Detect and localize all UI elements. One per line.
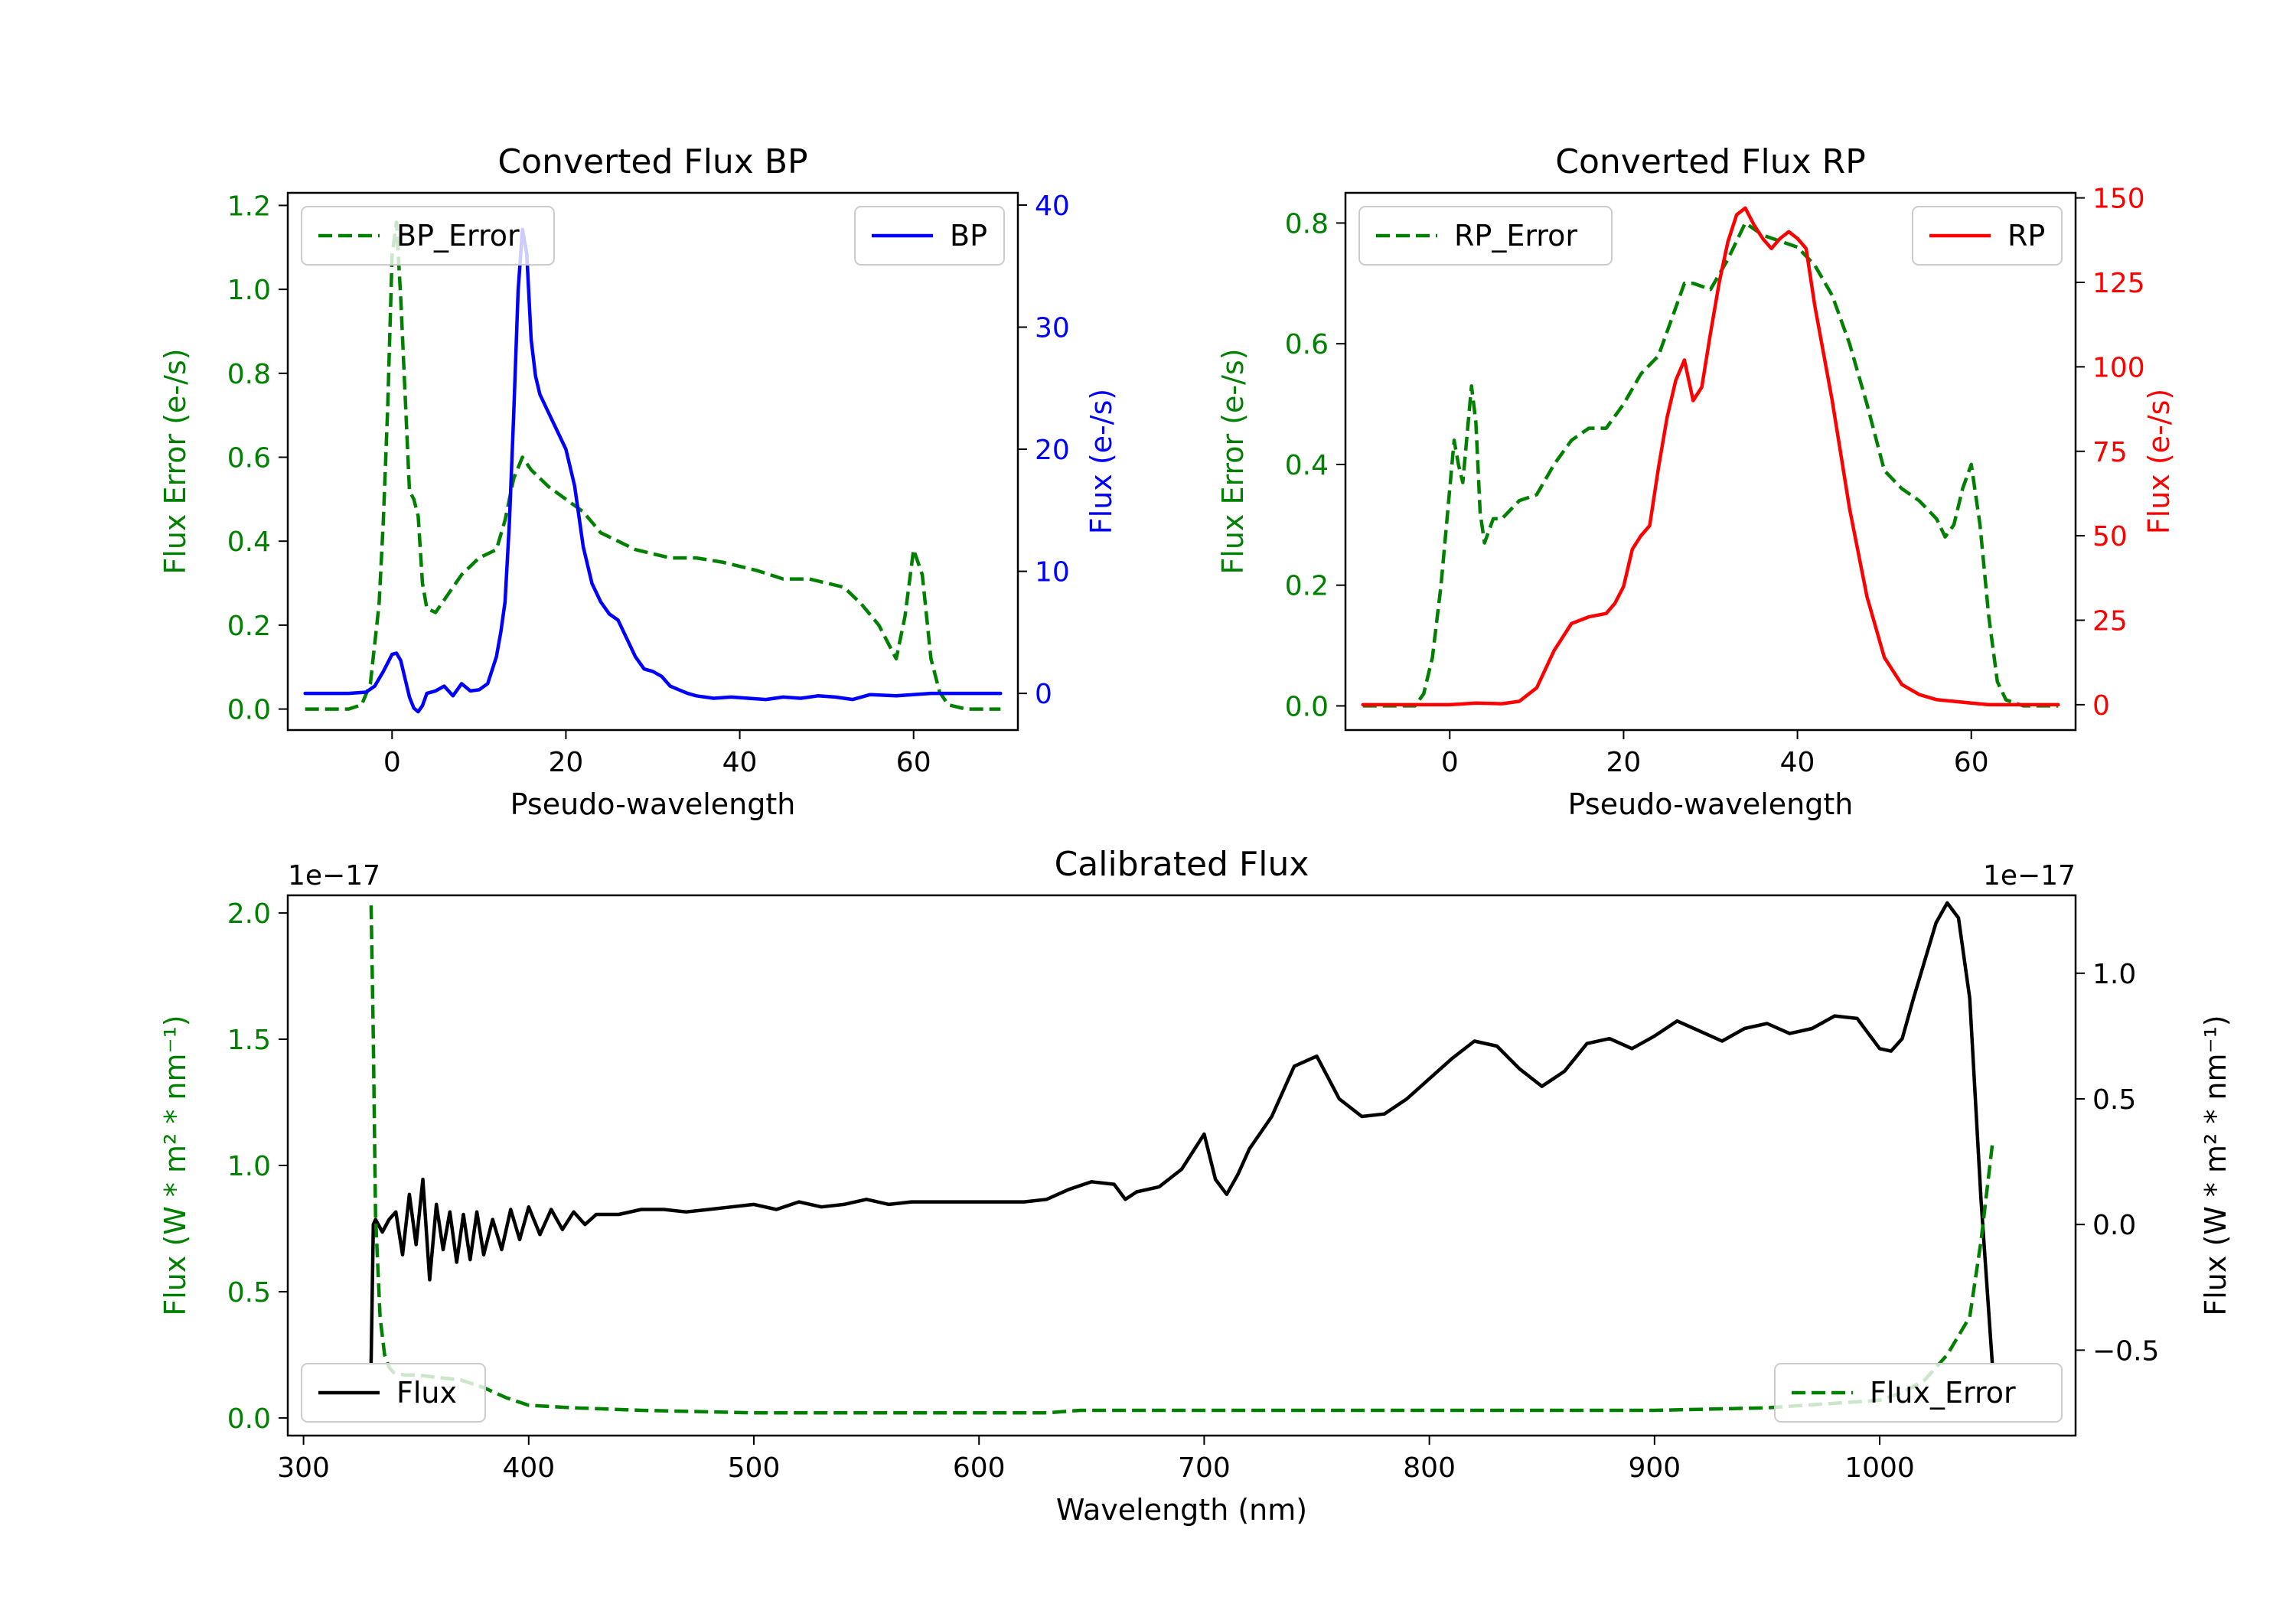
rp-x-axis-label: Pseudo-wavelength [1568,787,1854,821]
bp-series-bp-error-line [305,220,1001,711]
rp-chart: Converted Flux RP 0 20 40 60 Pseudo-wavelengt… [1216,142,2176,821]
bp-left-tick-label: 0.4 [227,526,271,558]
bp-legend-bp: BP [854,206,1005,266]
rp-series-rp-line [1361,206,2060,707]
bp-left-tick-label: 0.6 [227,443,271,474]
calibrated-legend-flux: Flux [301,1363,486,1423]
calibrated-x-tick-label: 600 [953,1452,1006,1484]
legend-box [1774,1363,2063,1423]
bp-title: Converted Flux BP [497,142,807,181]
rp-left-tick-label: 0.8 [1285,208,1329,240]
calibrated-right-tick-label: −0.5 [2092,1335,2159,1367]
rp-left-tick-label: 0.4 [1285,450,1329,481]
rp-right-tick-label: 0 [2092,690,2110,722]
bp-left-tick-label: 0.8 [227,359,271,390]
bp-right-tick-label: 20 [1035,435,1070,466]
calibrated-x-tick-label: 1000 [1844,1452,1915,1484]
calibrated-chart: Calibrated Flux 300 400 500 600 700 800 900 1000… [158,845,2232,1527]
bp-left-tick-label: 1.2 [227,191,271,222]
bp-right-tick-label: 10 [1035,557,1070,588]
rp-right-tick-label: 50 [2092,521,2128,553]
legend-label: BP [950,219,987,253]
calibrated-title: Calibrated Flux [1055,845,1309,884]
rp-right-axis-label: Flux (e-/s) [2142,389,2176,534]
bp-x-tick-label: 0 [383,747,401,778]
legend-label: BP_Error [396,219,520,253]
rp-x-tick-label: 0 [1441,747,1459,778]
rp-legend-rp: RP [1912,206,2063,266]
calibrated-x-axis-label: Wavelength (nm) [1056,1493,1307,1527]
legend-box [301,206,555,266]
rp-left-axis-label: Flux Error (e-/s) [1216,348,1250,574]
bp-left-tick-label: 0.2 [227,611,271,642]
bp-right-tick-label: 0 [1035,679,1052,710]
calibrated-series-flux-line [369,901,1994,1365]
rp-right-tick-label: 25 [2092,606,2128,637]
calibrated-x-tick-label: 300 [277,1452,330,1484]
calibrated-x-tick-label: 500 [728,1452,781,1484]
rp-left-tick-label: 0.6 [1285,329,1329,360]
calibrated-left-offset-text: 1e−17 [288,860,380,892]
calibrated-legend-flux-error: Flux_Error [1774,1363,2063,1423]
bp-right-axis-label: Flux (e-/s) [1084,389,1118,534]
rp-right-tick-label: 150 [2092,184,2145,215]
rp-left-tick-label: 0.0 [1285,691,1329,722]
bp-series-bp-line [303,227,1003,714]
legend-label: Flux [396,1376,457,1410]
rp-x-tick-label: 60 [1954,747,1989,778]
rp-legend-rp-error: RP_Error [1358,206,1613,266]
legend-box [301,1363,486,1423]
bp-left-tick-label: 1.0 [227,275,271,306]
rp-x-tick-label: 40 [1780,747,1815,778]
calibrated-left-tick-label: 1.0 [227,1151,271,1182]
bp-x-tick-label: 60 [896,747,931,778]
calibrated-x-tick-label: 800 [1403,1452,1456,1484]
bp-x-tick-label: 40 [722,747,758,778]
legend-label: RP [2007,219,2045,253]
bp-left-tick-label: 0.0 [227,695,271,726]
calibrated-x-tick-label: 700 [1178,1452,1231,1484]
rp-right-tick-label: 125 [2092,268,2145,299]
calibrated-right-axis-label: Flux (W * m² * nm⁻¹) [2199,1015,2232,1315]
calibrated-left-tick-label: 1.5 [227,1025,271,1056]
bp-plot-frame [286,191,1019,732]
legend-label: Flux_Error [1870,1376,2016,1410]
bp-legend-bp-error: BP_Error [301,206,555,266]
calibrated-left-axis-label: Flux (W * m² * nm⁻¹) [158,1015,192,1315]
rp-right-tick-label: 100 [2092,352,2145,383]
bp-x-axis-label: Pseudo-wavelength [510,787,796,821]
bp-chart: Converted Flux BP 0 20 40 60 Pseudo-wavelengt… [158,142,1118,821]
rp-x-tick-label: 20 [1606,747,1642,778]
bp-right-tick-label: 40 [1035,191,1070,222]
rp-plot-frame [1344,191,2077,732]
calibrated-series-flux-error-line [369,905,1994,1415]
bp-x-tick-label: 20 [549,747,584,778]
calibrated-right-tick-label: 0.0 [2092,1210,2136,1241]
legend-label: RP_Error [1454,219,1577,253]
rp-right-tick-label: 75 [2092,437,2128,468]
bp-left-axis-label: Flux Error (e-/s) [158,348,192,574]
calibrated-plot-frame [286,894,2077,1437]
bp-right-tick-label: 30 [1035,313,1070,344]
calibrated-left-tick-label: 0.0 [227,1403,271,1435]
calibrated-left-tick-label: 0.5 [227,1277,271,1309]
rp-series-rp-error-line [1362,221,2059,708]
calibrated-right-tick-label: 0.5 [2092,1084,2136,1116]
rp-left-tick-label: 0.2 [1285,571,1329,602]
calibrated-right-tick-label: 1.0 [2092,959,2136,990]
legend-box [1358,206,1613,266]
calibrated-left-tick-label: 2.0 [227,898,271,930]
calibrated-x-tick-label: 400 [502,1452,555,1484]
calibrated-x-tick-label: 900 [1628,1452,1681,1484]
rp-title: Converted Flux RP [1555,142,1866,181]
calibrated-right-offset-text: 1e−17 [1983,860,2076,892]
